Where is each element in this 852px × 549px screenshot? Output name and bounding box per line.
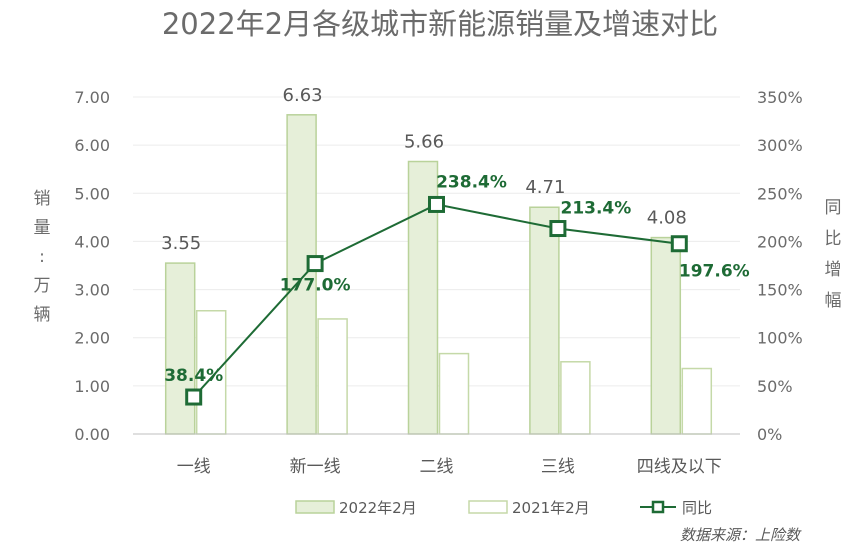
bar-2022-value-label: 3.55 [161, 233, 201, 254]
category-label: 新一线 [290, 457, 341, 477]
growth-marker [306, 255, 324, 273]
bar-2022-value-label: 5.66 [404, 132, 444, 153]
right-tick-label: 250% [757, 184, 803, 203]
bar-value-labels: 3.55 6.63 5.66 4.71 4.08 [161, 85, 687, 254]
legend-marker-growth [651, 500, 665, 514]
left-tick-label: 0.00 [74, 425, 110, 444]
bar-2021 [438, 352, 470, 435]
growth-marker [670, 235, 688, 253]
bar-2022-value-label: 4.71 [525, 177, 565, 198]
left-axis-label-char: 销 [34, 189, 51, 209]
growth-labels: 38.4% 177.0% 238.4% 213.4% 197.6% [164, 172, 749, 386]
growth-line [185, 195, 688, 406]
bar-2022 [529, 206, 560, 435]
right-tick-label: 200% [757, 232, 803, 251]
growth-value-label: 238.4% [436, 172, 507, 192]
bars [164, 114, 713, 435]
right-axis-ticks: 0% 50% 100% 150% 200% 250% 300% 350% [757, 88, 803, 444]
left-tick-label: 2.00 [74, 329, 110, 348]
bar-2022 [286, 114, 317, 435]
right-axis-label-char: 幅 [825, 291, 842, 311]
growth-value-label: 38.4% [164, 366, 223, 386]
right-axis-label-char: 增 [825, 260, 842, 280]
bar-2021 [560, 361, 591, 435]
bar-2022-value-label: 6.63 [283, 85, 323, 106]
legend-swatch-2022 [295, 500, 335, 514]
left-axis-label: 销量: 万辆 [34, 189, 51, 325]
left-tick-label: 3.00 [74, 281, 110, 300]
left-tick-label: 1.00 [74, 377, 110, 396]
source-note: 数据来源：上险数 [680, 526, 802, 544]
growth-marker [549, 220, 567, 238]
bar-2022-value-label: 4.08 [647, 208, 687, 229]
left-axis-ticks: 0.00 1.00 2.00 3.00 4.00 5.00 6.00 7.00 [74, 88, 110, 444]
left-tick-label: 7.00 [74, 88, 110, 107]
growth-value-label: 213.4% [560, 199, 631, 219]
growth-value-label: 197.6% [679, 262, 750, 282]
left-tick-label: 4.00 [74, 232, 110, 251]
left-axis-label-char: 辆 [34, 305, 51, 325]
legend: 2022年2月 2021年2月 同比 [295, 499, 712, 517]
legend-swatch-2021 [468, 500, 508, 514]
left-axis-label-char: : [39, 247, 45, 267]
bar-2022 [164, 262, 196, 435]
legend-label-growth: 同比 [682, 499, 712, 517]
right-axis-label-char: 同 [825, 198, 842, 218]
category-label: 二线 [420, 457, 454, 477]
bar-2021 [681, 367, 713, 435]
right-tick-label: 50% [757, 377, 793, 396]
growth-value-label: 177.0% [280, 276, 351, 296]
legend-label-2021: 2021年2月 [512, 499, 590, 517]
growth-marker [428, 195, 445, 213]
right-axis-label-char: 比 [825, 229, 842, 249]
right-tick-label: 0% [757, 425, 782, 444]
left-axis-label-char: 万 [34, 276, 51, 296]
right-tick-label: 350% [757, 88, 803, 107]
right-tick-label: 100% [757, 329, 803, 348]
left-axis-label-char: 量 [34, 218, 51, 238]
legend-label-2022: 2022年2月 [339, 499, 417, 517]
left-tick-label: 5.00 [74, 184, 110, 203]
bar-2021 [317, 318, 348, 435]
right-tick-label: 150% [757, 281, 803, 300]
category-labels: 一线 新一线 二线 三线 四线及以下 [177, 457, 722, 477]
bar-2022 [650, 236, 682, 435]
category-label: 四线及以下 [637, 457, 722, 477]
category-label: 三线 [541, 457, 575, 477]
bar-2021 [195, 310, 227, 435]
growth-marker [185, 388, 203, 406]
chart-title: 2022年2月各级城市新能源销量及增速对比 [162, 7, 718, 41]
right-tick-label: 300% [757, 136, 803, 155]
left-tick-label: 6.00 [74, 136, 110, 155]
category-label: 一线 [177, 457, 211, 477]
